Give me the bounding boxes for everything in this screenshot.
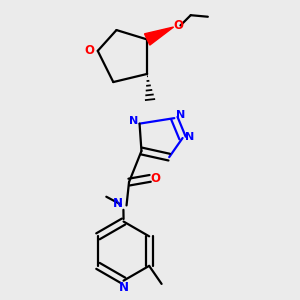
Text: O: O <box>151 172 161 185</box>
Text: O: O <box>174 19 184 32</box>
Text: N: N <box>129 116 138 125</box>
Text: N: N <box>185 132 194 142</box>
Polygon shape <box>145 27 174 45</box>
Text: N: N <box>113 197 123 210</box>
Text: N: N <box>119 281 129 294</box>
Text: N: N <box>176 110 185 120</box>
Text: O: O <box>85 44 94 57</box>
